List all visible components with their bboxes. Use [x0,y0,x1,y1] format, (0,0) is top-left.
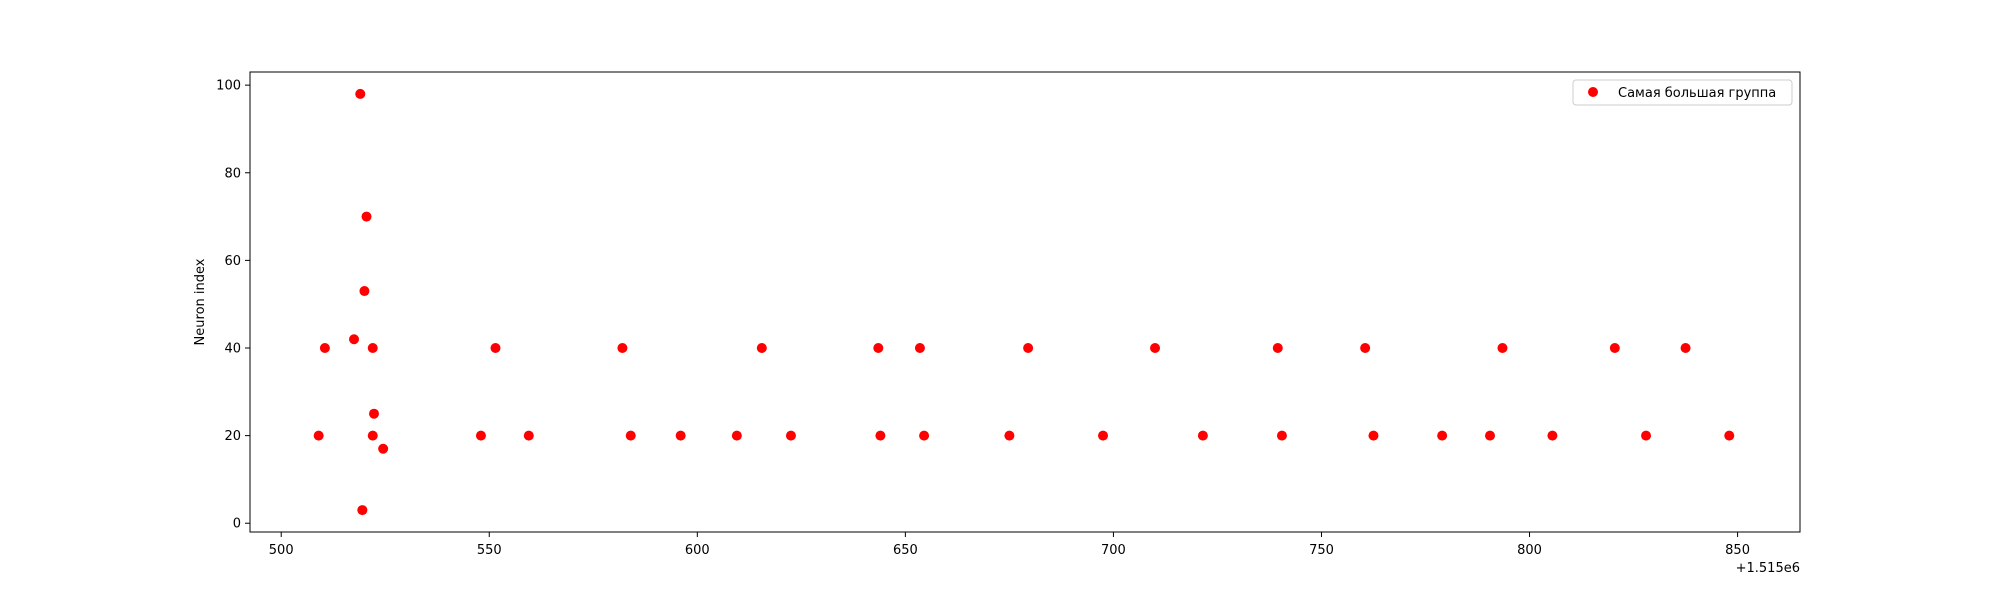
x-tick-label: 750 [1309,543,1334,558]
x-axis: 500 550 600 650 700 750 800 850 [269,532,1750,558]
data-point [367,430,378,441]
data-point [1437,430,1448,441]
plot-frame [249,71,1801,533]
y-tick-label: 40 [224,342,241,357]
data-point [1098,430,1109,441]
data-point [1680,343,1691,353]
data-point [1485,430,1495,441]
x-tick-label: 700 [1101,543,1126,558]
y-axis-label: Neuron index [193,258,208,345]
data-point [1609,343,1620,353]
data-point [919,430,930,441]
y-tick-label: 60 [224,254,241,269]
x-tick-label: 500 [269,543,294,558]
data-point [1360,343,1371,353]
data-point [1497,343,1508,353]
data-point [1004,430,1015,441]
data-point [369,408,379,419]
data-point [378,443,389,454]
legend-box [1572,79,1793,106]
data-points [313,88,1735,516]
data-point [625,430,636,441]
data-point [914,343,925,353]
data-point [875,430,886,441]
data-point [675,430,686,441]
x-tick-label: 850 [1725,543,1750,558]
data-point [617,343,628,353]
y-tick-label: 20 [224,429,241,444]
x-tick-label: 650 [893,543,918,558]
y-tick-label: 80 [224,166,241,181]
data-point [1272,343,1283,353]
x-tick-label: 550 [477,543,502,558]
data-point [357,505,368,516]
data-point [367,343,378,353]
y-tick-label: 0 [233,517,241,532]
data-point [313,430,324,441]
data-point [523,430,534,441]
y-tick-label: 100 [216,79,241,94]
data-point [756,343,767,353]
data-point [1276,430,1287,441]
legend: Самая большая группа [1572,79,1793,106]
x-offset-label: +1.515e6 [1736,561,1800,576]
data-point [349,334,360,345]
data-point [731,430,742,441]
data-point [475,430,486,441]
data-point [1641,430,1652,441]
legend-label: Самая большая группа [1618,86,1776,101]
data-point [1724,430,1735,441]
y-axis: 0 20 40 60 80 100 [216,79,250,532]
data-point [785,430,796,441]
data-point [1023,343,1034,353]
data-point [1150,343,1161,353]
data-point [361,211,372,222]
x-tick-label: 800 [1517,543,1542,558]
data-point [490,343,501,353]
data-point [873,343,884,353]
data-point [319,343,330,353]
data-point [355,88,366,99]
data-point [1197,430,1208,441]
x-tick-label: 600 [685,543,710,558]
plot-area [250,72,1800,532]
data-point [1368,430,1379,441]
data-point [359,286,370,297]
data-point [1547,430,1558,441]
legend-marker [1588,87,1598,97]
